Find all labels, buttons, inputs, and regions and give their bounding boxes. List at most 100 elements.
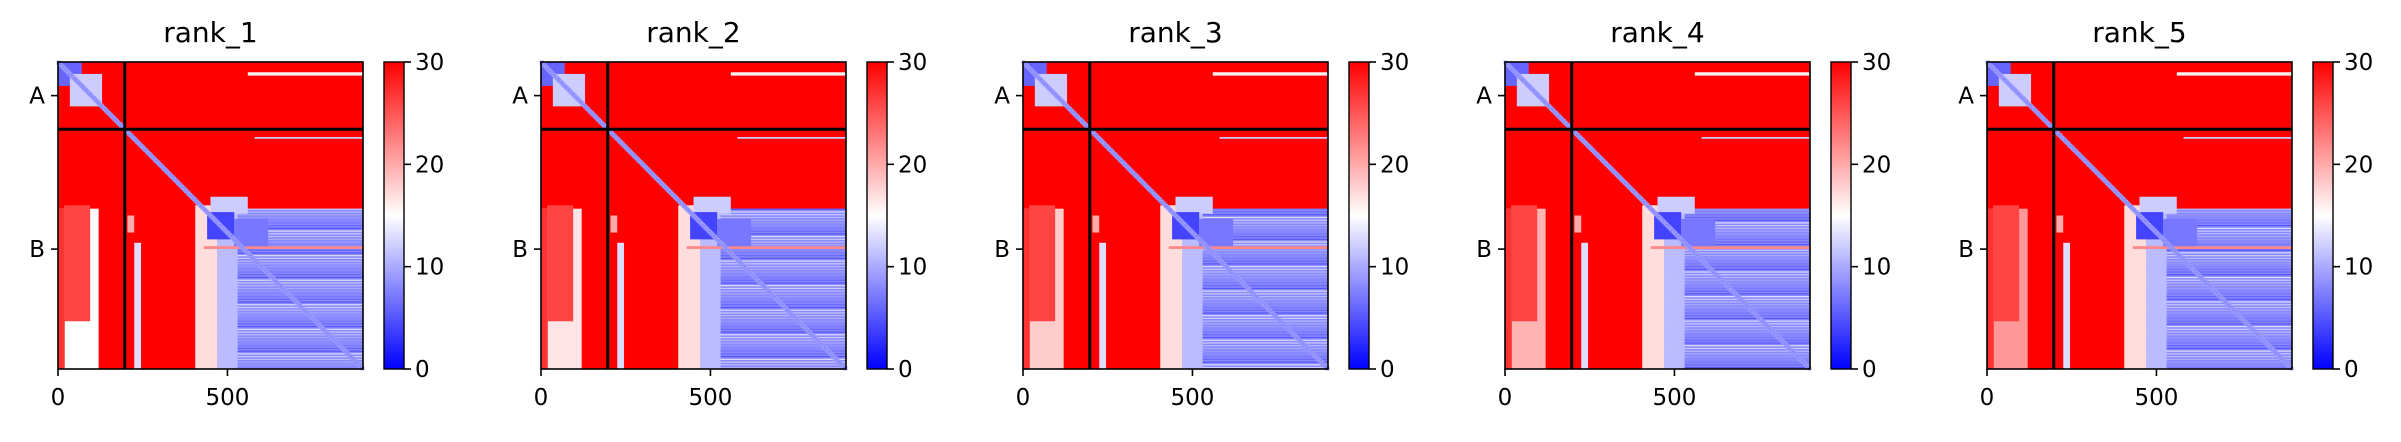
heatmap-cell [693,265,846,268]
heatmap-cell [1657,306,1810,309]
heatmap-cell [1175,255,1328,257]
heatmap-cell [693,276,846,279]
colorbar-tick-label: 30 [1862,50,1891,76]
heatmap-cell [254,137,363,139]
heatmap-cell [1657,214,1810,216]
heatmap-cell [1175,312,1328,314]
heatmap-cell [1657,326,1810,328]
heatmap-cell [693,320,846,322]
heatmap-cell [693,271,846,273]
heatmap-cell [1175,216,1328,219]
x-tick-label: 0 [534,385,549,411]
heatmap-cell [2056,215,2064,233]
heatmap-cell [1657,211,1810,213]
heatmap-cell [693,309,846,311]
heatmap-cell [1175,282,1328,284]
heatmap-cell [1175,214,1328,216]
heatmap-cell [1657,285,1810,287]
heatmap-cell [693,208,846,210]
heatmap [1503,60,1812,371]
heatmap-cell [1175,334,1328,336]
heatmap-cell [1175,225,1328,227]
heatmap-cell [210,227,363,229]
heatmap-cell [693,306,846,309]
heatmap-cell [2139,306,2292,309]
heatmap-cell [210,342,363,344]
heatmap-cell [2139,304,2292,306]
heatmap-cell [1701,137,1810,139]
heatmap-cell [2139,358,2292,360]
heatmap-cell [2139,323,2292,325]
heatmap-cell [1175,285,1328,287]
heatmap-cell [210,317,363,320]
heatmap-cell [2139,257,2292,259]
heatmap-cell [1657,238,1810,240]
heatmap-cell [1175,304,1328,306]
heatmap-cell [1175,323,1328,325]
heatmap-cell [210,331,363,333]
heatmap-cell [693,282,846,284]
heatmap-cell [1511,205,1538,322]
heatmap-cell [1657,347,1810,350]
heatmap-cell [2139,298,2292,300]
heatmap-cell [1175,230,1328,232]
heatmap-cell [2139,211,2292,213]
heatmap-cell [693,274,846,276]
y-tick-label: A [1958,84,1974,110]
colorbar-tick-label: 10 [1380,255,1409,281]
heatmap-cell [693,315,846,317]
heatmap-cell [2139,342,2292,344]
colorbar-tick-label: 20 [898,152,927,178]
heatmap-cell [1175,356,1328,358]
heatmap-cell [1657,334,1810,336]
heatmap-cell [1175,208,1328,210]
heatmap-cell [2139,347,2292,350]
heatmap-cell [693,350,846,352]
heatmap-cell [2139,271,2292,273]
panel-rank-2: rank_2 0 500 A B 0 10 20 30 [512,16,927,411]
heatmap-cell [1219,137,1328,139]
heatmap-cell [1681,218,1716,247]
heatmap-cell [1657,287,1810,290]
heatmap-cell [2139,364,2292,366]
heatmap-cell [1657,350,1810,352]
heatmap-cell [210,285,363,287]
heatmap-cell [1657,342,1810,344]
heatmap-cell [693,219,846,221]
heatmap-cell [210,196,248,214]
heatmap-cell [64,205,91,322]
heatmap-cell [210,252,363,254]
colorbar-tick-label: 10 [898,255,927,281]
heatmap-cell [1657,364,1810,366]
panel-title: rank_4 [1610,16,1704,49]
heatmap-cell [693,233,846,235]
heatmap-cell [2139,216,2292,219]
heatmap-cell [210,263,363,265]
panel-title: rank_5 [2092,16,2186,49]
heatmap-cell [210,301,363,303]
colorbar-tick-label: 30 [898,50,927,76]
heatmap-cell [693,238,846,240]
heatmap-cell [2139,317,2292,320]
heatmap-cell [1657,225,1810,227]
y-tick-label: B [1958,237,1974,263]
heatmap-cell [693,255,846,257]
heatmap-cell [210,279,363,281]
colorbar-tick-label: 0 [1862,357,1877,383]
heatmap-cell [1175,361,1328,363]
heatmap [1021,60,1330,371]
heatmap-cell [693,347,846,350]
heatmap-cell [1657,296,1810,298]
colorbar [383,61,405,370]
colorbar-tick-label: 10 [2344,255,2373,281]
heatmap-cell [210,328,363,330]
heatmap-cell [2139,312,2292,314]
heatmap-cell [134,242,142,369]
heatmap-cell [1175,317,1328,320]
heatmap-cell [1657,265,1810,268]
heatmap-cell [693,287,846,290]
heatmap-cell [1657,235,1810,238]
heatmap-cell [686,246,846,249]
heatmap-cell [210,366,363,369]
heatmap-cell [1168,246,1328,249]
